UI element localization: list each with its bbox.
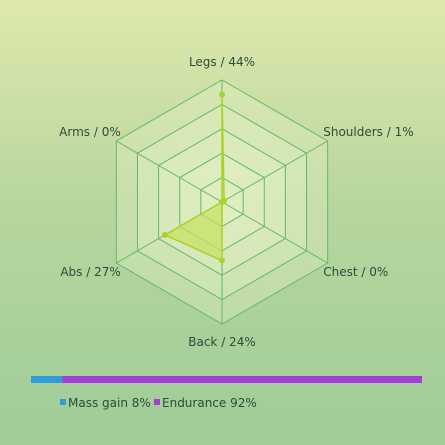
axis-label-abs: Abs / 27% <box>60 265 120 279</box>
radar-point-arms <box>219 199 225 205</box>
radar-point-back <box>219 257 225 264</box>
radar-series <box>161 91 228 264</box>
radar-axis-labels: Legs / 44% Shoulders / 1% Chest / 0% Back /… <box>59 55 413 349</box>
spoke-chest <box>221 201 328 264</box>
spoke-shoulders <box>221 140 328 203</box>
legend-label-mass-gain: Mass gain 8% <box>68 396 151 410</box>
axis-label-legs: Legs / 44% <box>189 55 255 69</box>
proportion-legend: Mass gain 8% Endurance 92% <box>60 396 257 410</box>
axis-label-arms: Arms / 0% <box>59 125 121 139</box>
legend-swatch-endurance <box>154 399 160 405</box>
bar-segment-mass-gain <box>31 376 63 383</box>
axis-label-back: Back / 24% <box>188 335 255 349</box>
proportion-bar <box>31 376 422 383</box>
axis-label-shoulders: Shoulders / 1% <box>323 125 413 139</box>
axis-label-chest: Chest / 0% <box>323 265 388 279</box>
spoke-arms <box>116 140 223 203</box>
bar-segment-endurance <box>62 376 422 383</box>
legend-swatch-mass-gain <box>60 399 66 405</box>
radar-point-legs <box>219 91 225 98</box>
radar-point-abs <box>161 231 168 238</box>
legend-label-endurance: Endurance 92% <box>162 396 257 410</box>
